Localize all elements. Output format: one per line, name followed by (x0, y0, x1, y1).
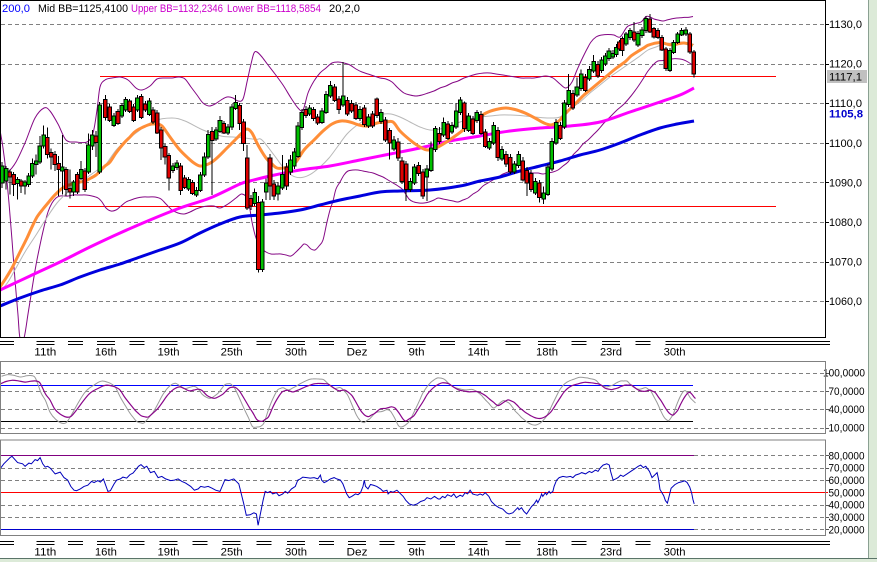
svg-text:100,0000: 100,0000 (823, 368, 865, 380)
svg-text:25th: 25th (221, 547, 243, 559)
svg-text:9th: 9th (409, 347, 425, 359)
svg-text:20,2,0: 20,2,0 (329, 3, 360, 15)
svg-text:1070,0: 1070,0 (829, 257, 862, 269)
svg-text:16th: 16th (95, 547, 117, 559)
svg-text:25th: 25th (221, 347, 243, 359)
svg-text:16th: 16th (95, 347, 117, 359)
svg-text:1105,8: 1105,8 (829, 109, 863, 121)
svg-text:19th: 19th (158, 547, 180, 559)
svg-text:30th: 30th (285, 547, 307, 559)
svg-text:18th: 18th (536, 347, 558, 359)
svg-text:14th: 14th (468, 347, 490, 359)
svg-text:60,0000: 60,0000 (829, 475, 865, 487)
svg-text:23rd: 23rd (600, 547, 622, 559)
svg-text:50,0000: 50,0000 (829, 487, 865, 499)
svg-text:30th: 30th (285, 347, 307, 359)
svg-text:70,0000: 70,0000 (829, 386, 865, 398)
svg-text:1100,0: 1100,0 (829, 138, 862, 150)
svg-text:1110,0: 1110,0 (829, 98, 862, 110)
svg-text:70,0000: 70,0000 (829, 463, 865, 475)
svg-text:23rd: 23rd (600, 347, 622, 359)
svg-text:1117,1: 1117,1 (829, 72, 862, 84)
svg-text:Lower BB=1118,5854: Lower BB=1118,5854 (227, 3, 321, 15)
svg-text:40,0000: 40,0000 (829, 404, 865, 416)
svg-text:19th: 19th (158, 347, 180, 359)
svg-text:1120,0: 1120,0 (829, 59, 862, 71)
svg-text:Upper BB=1132,2346: Upper BB=1132,2346 (131, 3, 223, 15)
svg-text:Mid BB=1125,4100: Mid BB=1125,4100 (38, 3, 128, 15)
svg-text:1090,0: 1090,0 (829, 177, 862, 189)
svg-text:11th: 11th (34, 347, 56, 359)
svg-text:Dez: Dez (347, 547, 368, 559)
svg-text:20,0000: 20,0000 (829, 524, 865, 536)
svg-text:Dez: Dez (347, 347, 368, 359)
svg-text:1080,0: 1080,0 (829, 217, 862, 229)
svg-text:14th: 14th (468, 547, 490, 559)
svg-text:200,0: 200,0 (2, 3, 30, 15)
svg-text:30th: 30th (664, 347, 686, 359)
svg-text:1060,0: 1060,0 (829, 296, 862, 308)
svg-text:1130,0: 1130,0 (829, 19, 862, 31)
svg-text:11th: 11th (34, 547, 56, 559)
svg-text:30th: 30th (664, 547, 686, 559)
svg-text:18th: 18th (536, 547, 558, 559)
svg-text:40,0000: 40,0000 (829, 500, 865, 512)
svg-text:10,0000: 10,0000 (829, 423, 865, 435)
svg-text:80,0000: 80,0000 (829, 450, 865, 462)
svg-text:30,0000: 30,0000 (829, 512, 865, 524)
svg-text:9th: 9th (409, 547, 425, 559)
